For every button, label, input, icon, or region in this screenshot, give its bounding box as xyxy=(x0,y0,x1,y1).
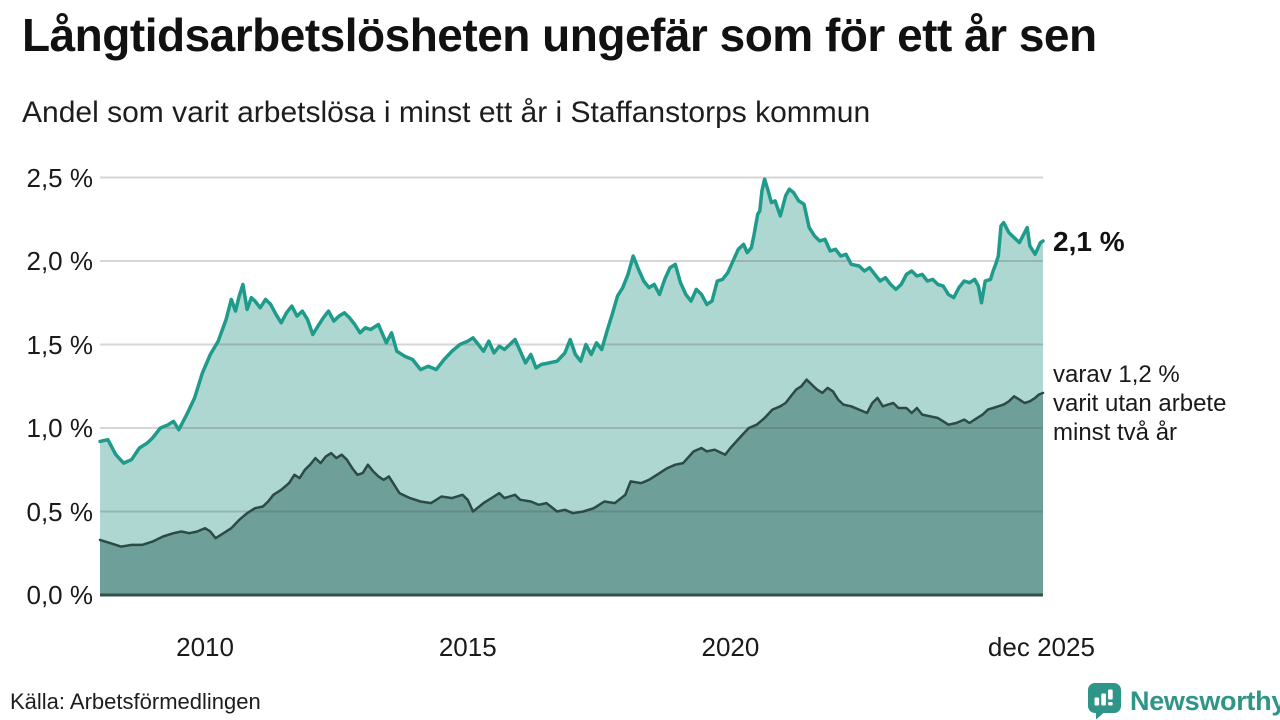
series-line xyxy=(98,378,1045,548)
series2-annotation-line: minst två år xyxy=(1053,419,1178,446)
y-axis-tick-label: 1,0 % xyxy=(26,413,94,443)
series2-annotation-line: varit utan arbete xyxy=(1053,390,1227,417)
y-axis-tick-label: 1,5 % xyxy=(26,329,94,360)
brand-wordmark: Newsworthy xyxy=(1130,685,1280,716)
source-caption: Källa: Arbetsförmedlingen xyxy=(10,689,261,714)
series-area xyxy=(100,379,1043,595)
brand-logo: Newsworthy xyxy=(1086,682,1280,720)
x-axis-tick-label: 2015 xyxy=(438,632,497,662)
x-axis-tick-label: 2010 xyxy=(176,632,234,662)
y-axis-tick-label: 2,5 % xyxy=(26,162,94,193)
y-axis-tick-label: 0,5 % xyxy=(26,496,94,527)
series2-annotation: varav 1,2 % varit utan arbete minst två … xyxy=(1053,360,1226,447)
y-axis-tick-label: 0,0 % xyxy=(26,580,94,610)
chart-subtitle: Andel som varit arbetslösa i minst ett å… xyxy=(22,96,871,129)
series1-value-label: 2,1 % xyxy=(1053,226,1125,257)
series-line xyxy=(98,177,1045,465)
x-axis-tick-label: dec 2025 xyxy=(987,632,1095,662)
series2-annotation-line: varav 1,2 % xyxy=(1053,361,1180,388)
x-axis-tick-label: 2020 xyxy=(701,632,760,662)
y-axis-tick-label: 2,0 % xyxy=(26,246,94,276)
chart-title: Långtidsarbetslösheten ungefär som för e… xyxy=(22,9,1097,61)
newsworthy-pin-icon xyxy=(1088,683,1121,720)
